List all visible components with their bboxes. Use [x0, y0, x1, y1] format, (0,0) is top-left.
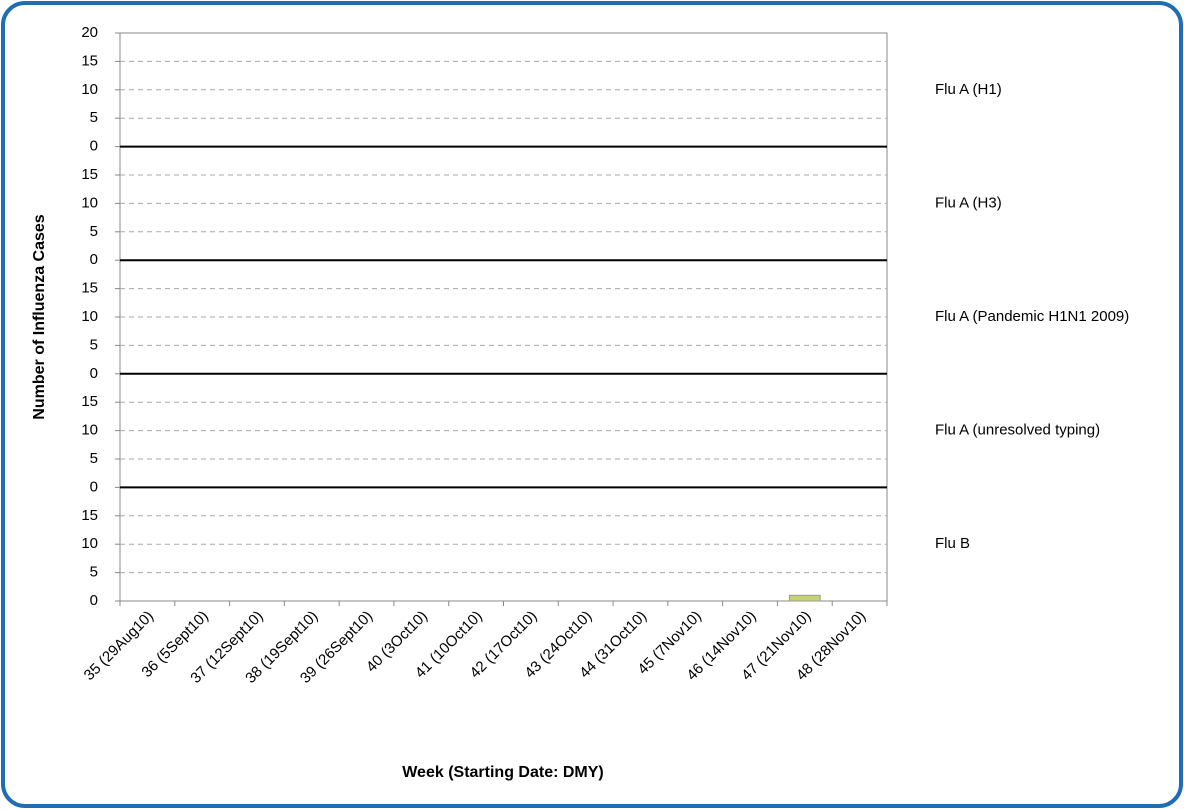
bar [788, 594, 821, 602]
y-tick-label: 0 [90, 478, 98, 495]
y-tick-label: 0 [90, 592, 98, 609]
y-tick-label: 0 [90, 251, 98, 268]
y-tick-label: 15 [81, 393, 98, 410]
y-tick-label: 5 [90, 223, 98, 240]
y-tick-label: 15 [81, 507, 98, 524]
panel-label: Flu B [935, 535, 970, 552]
panel-label: Flu A (H3) [935, 194, 1002, 211]
panel-label: Flu A (unresolved typing) [935, 422, 1100, 439]
panel-label: Flu A (Pandemic H1N1 2009) [935, 308, 1129, 325]
y-tick-label: 5 [90, 450, 98, 467]
y-tick-label: 0 [90, 138, 98, 155]
y-tick-label: 15 [81, 280, 98, 297]
y-tick-label: 10 [81, 194, 98, 211]
y-tick-label: 10 [81, 422, 98, 439]
y-tick-label: 5 [90, 336, 98, 353]
y-tick-label: 0 [90, 365, 98, 382]
y-tick-label: 20 [81, 24, 98, 41]
y-axis-label: Number of Influenza Cases [31, 214, 48, 419]
x-axis-label: Week (Starting Date: DMY) [402, 764, 604, 781]
y-tick-label: 15 [81, 166, 98, 183]
y-tick-label: 15 [81, 52, 98, 69]
y-tick-label: 5 [90, 564, 98, 581]
y-tick-label: 10 [81, 81, 98, 98]
y-tick-label: 5 [90, 109, 98, 126]
y-tick-label: 10 [81, 535, 98, 552]
y-tick-label: 10 [81, 308, 98, 325]
panel-label: Flu A (H1) [935, 81, 1002, 98]
